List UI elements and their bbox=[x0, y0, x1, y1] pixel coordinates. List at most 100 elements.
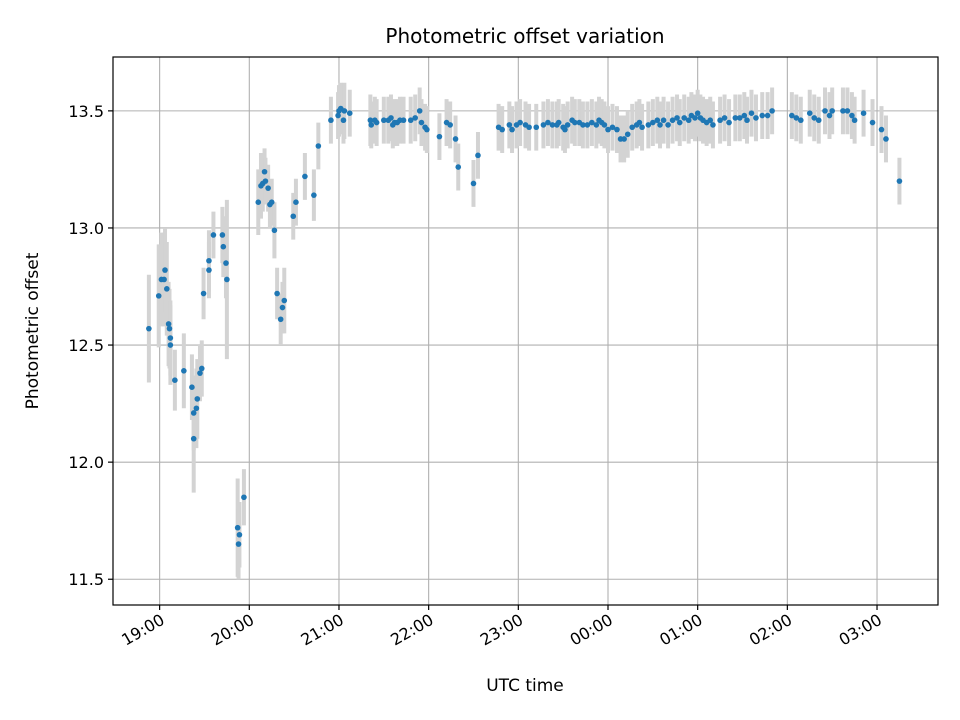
data-point bbox=[235, 541, 242, 547]
data-point bbox=[717, 117, 723, 124]
x-tick-label: 01:00 bbox=[656, 610, 705, 650]
data-point bbox=[732, 115, 739, 121]
data-point bbox=[605, 126, 611, 133]
data-point bbox=[455, 164, 462, 170]
data-point bbox=[869, 119, 876, 126]
data-point bbox=[279, 304, 286, 311]
data-point bbox=[368, 122, 375, 128]
y-axis: 11.5 12.0 12.5 13.0 13.5 bbox=[68, 102, 113, 589]
data-point bbox=[883, 136, 889, 142]
x-tick-label: 23:00 bbox=[477, 610, 526, 650]
data-point bbox=[645, 122, 652, 128]
y-tick-label: 12.5 bbox=[68, 336, 104, 355]
data-point bbox=[194, 396, 201, 402]
data-point bbox=[549, 122, 556, 128]
data-point bbox=[840, 108, 846, 114]
data-point bbox=[540, 122, 547, 128]
data-point bbox=[475, 152, 481, 159]
data-point bbox=[190, 435, 197, 442]
data-point bbox=[167, 335, 174, 341]
data-point bbox=[741, 112, 748, 119]
data-point bbox=[685, 117, 692, 124]
data-point bbox=[764, 112, 771, 119]
data-point bbox=[190, 410, 197, 416]
data-point bbox=[517, 119, 523, 126]
data-point bbox=[234, 524, 241, 531]
data-point bbox=[555, 119, 562, 126]
data-point bbox=[290, 213, 297, 220]
data-point bbox=[381, 117, 387, 124]
data-point bbox=[161, 276, 167, 283]
data-point bbox=[694, 110, 701, 117]
data-point bbox=[660, 117, 667, 124]
x-tick-label: 20:00 bbox=[208, 610, 257, 650]
data-point bbox=[274, 290, 280, 297]
data-point bbox=[593, 122, 600, 128]
data-point bbox=[255, 199, 262, 205]
data-point bbox=[220, 243, 227, 250]
data-point bbox=[601, 122, 608, 128]
y-tick-label: 11.5 bbox=[68, 570, 104, 589]
data-point bbox=[206, 257, 212, 264]
data-point bbox=[614, 126, 620, 133]
data-point bbox=[609, 124, 616, 131]
data-point bbox=[562, 126, 568, 133]
data-point bbox=[416, 108, 423, 114]
data-point bbox=[223, 260, 229, 266]
data-point bbox=[424, 126, 430, 133]
data-point bbox=[624, 131, 631, 138]
data-point bbox=[189, 384, 195, 391]
data-point bbox=[162, 267, 168, 273]
data-point bbox=[737, 115, 743, 121]
data-point bbox=[341, 108, 348, 114]
data-point bbox=[155, 293, 162, 299]
data-point bbox=[499, 126, 505, 133]
data-point bbox=[769, 108, 775, 114]
data-point bbox=[844, 108, 851, 114]
data-point bbox=[265, 185, 271, 191]
data-point bbox=[665, 122, 671, 128]
data-point bbox=[197, 370, 203, 376]
data-point bbox=[681, 115, 688, 121]
data-point bbox=[710, 122, 716, 128]
data-point bbox=[328, 117, 334, 124]
data-point bbox=[367, 117, 374, 124]
data-point bbox=[584, 122, 591, 128]
data-point bbox=[373, 119, 380, 126]
x-tick-label: 22:00 bbox=[387, 610, 436, 650]
data-point bbox=[224, 276, 230, 283]
data-point bbox=[692, 115, 698, 121]
data-point bbox=[674, 115, 680, 121]
data-point bbox=[412, 115, 419, 121]
data-point bbox=[164, 286, 170, 292]
data-point bbox=[281, 297, 288, 304]
data-point bbox=[219, 232, 226, 238]
data-point bbox=[509, 126, 515, 133]
data-point bbox=[639, 124, 645, 131]
y-tick-label: 13.5 bbox=[68, 102, 104, 121]
data-point bbox=[580, 122, 586, 128]
data-point bbox=[271, 227, 278, 234]
data-point bbox=[654, 117, 661, 124]
data-point bbox=[241, 494, 247, 501]
data-point bbox=[335, 112, 341, 119]
data-point bbox=[262, 178, 269, 184]
y-tick-label: 13.0 bbox=[68, 219, 104, 238]
data-point bbox=[564, 122, 571, 128]
data-point bbox=[806, 110, 813, 117]
data-point bbox=[748, 110, 755, 117]
data-point bbox=[815, 117, 822, 124]
y-axis-label: Photometric offset bbox=[23, 252, 43, 409]
data-point bbox=[277, 316, 284, 323]
data-point bbox=[181, 368, 187, 374]
data-point bbox=[726, 119, 732, 126]
data-point bbox=[407, 117, 414, 124]
plot-frame bbox=[112, 56, 939, 606]
data-point bbox=[669, 117, 676, 124]
data-point bbox=[650, 119, 656, 126]
data-point bbox=[206, 267, 212, 273]
x-axis: 19:00 20:00 21:00 22:00 23:00 00:00 01:00 02:00… bbox=[118, 605, 885, 650]
data-point bbox=[418, 119, 425, 126]
data-point bbox=[311, 192, 317, 198]
data-point bbox=[210, 232, 217, 238]
